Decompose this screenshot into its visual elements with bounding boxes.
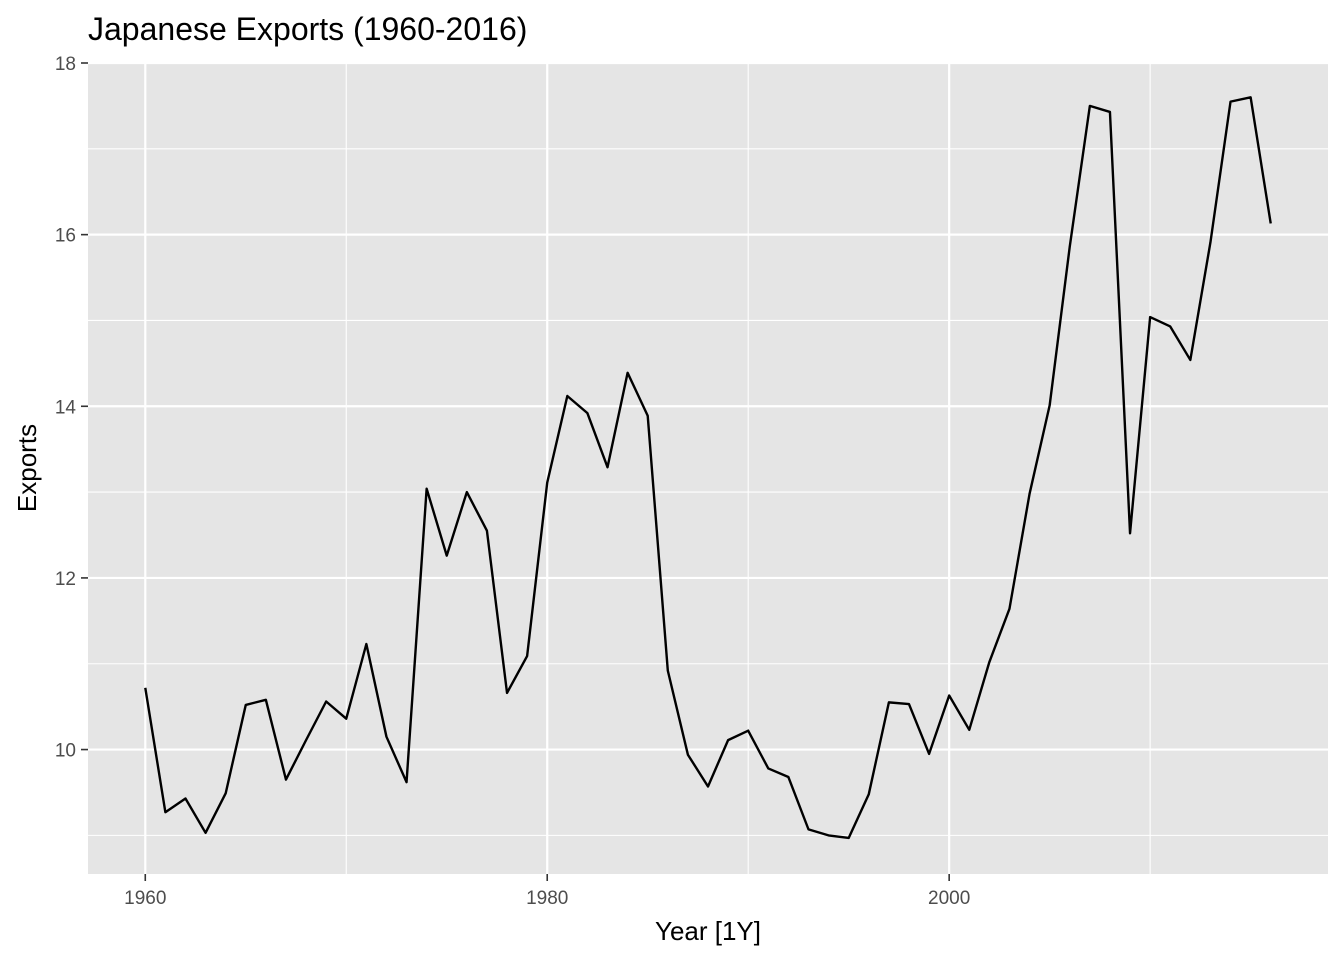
x-axis-title: Year [1Y] <box>655 916 761 946</box>
x-tick-label: 1960 <box>124 888 166 909</box>
y-tick-label: 18 <box>55 54 76 75</box>
chart-title: Japanese Exports (1960-2016) <box>88 11 527 47</box>
major-gridlines <box>88 61 1328 874</box>
x-tick-label: 1980 <box>526 888 568 909</box>
minor-gridlines <box>88 63 1328 874</box>
exports-series-line <box>144 96 1272 840</box>
y-tick-label: 14 <box>55 397 77 418</box>
y-tick-label: 10 <box>55 741 76 762</box>
y-axis: 10 12 14 16 18 <box>55 54 88 762</box>
y-tick-label: 12 <box>55 569 76 590</box>
plot-panel <box>88 63 1328 874</box>
y-tick-label: 16 <box>55 226 76 247</box>
y-axis-title: Exports <box>12 424 42 512</box>
x-axis: 1960 1980 2000 <box>124 874 970 909</box>
x-tick-label: 2000 <box>928 888 970 909</box>
